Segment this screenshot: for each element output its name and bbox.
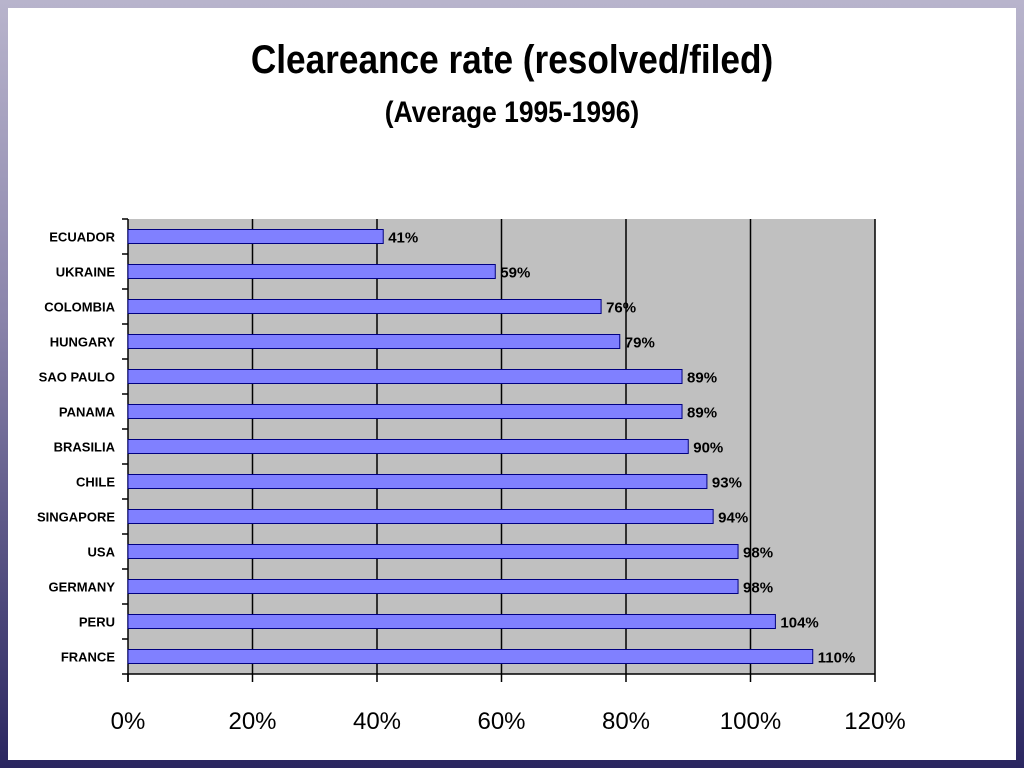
data-label: 41% [388, 230, 418, 247]
data-label: 110% [818, 650, 856, 667]
data-label: 89% [687, 370, 717, 387]
x-tick-label: 100% [720, 708, 781, 735]
category-label: BRASILIA [54, 440, 116, 455]
bar [127, 404, 683, 419]
category-label: USA [88, 545, 116, 560]
bar [127, 544, 739, 559]
category-label: FRANCE [61, 650, 115, 665]
x-tick-label: 120% [844, 708, 905, 735]
chart-title: Cleareance rate (resolved/filed) [250, 38, 774, 82]
data-label: 76% [606, 300, 636, 317]
x-tick-label: 20% [228, 708, 276, 735]
bar [127, 509, 714, 524]
data-label: 104% [780, 615, 818, 632]
bar [127, 649, 814, 664]
category-label: ECUADOR [49, 230, 115, 245]
category-label: COLOMBIA [44, 300, 115, 315]
x-tick-label: 0% [111, 708, 146, 735]
bar [127, 229, 384, 244]
bar [127, 614, 776, 629]
category-label: HUNGARY [50, 335, 116, 350]
category-label: CHILE [76, 475, 115, 490]
category-label: PANAMA [59, 405, 116, 420]
x-tick-label: 40% [353, 708, 401, 735]
bar [127, 579, 739, 594]
bar [127, 474, 708, 489]
category-label: UKRAINE [56, 265, 116, 280]
bar [127, 334, 621, 349]
data-label: 93% [712, 475, 742, 492]
category-label: GERMANY [49, 580, 116, 595]
data-label: 89% [687, 405, 717, 422]
bar [127, 264, 496, 279]
data-label: 98% [743, 545, 773, 562]
category-label: SAO PAULO [39, 370, 115, 385]
chart-subtitle: (Average 1995-1996) [384, 96, 640, 129]
data-label: 98% [743, 580, 773, 597]
bar [127, 439, 689, 454]
bar [127, 369, 683, 384]
data-label: 90% [693, 440, 723, 457]
bar [127, 299, 602, 314]
data-label: 59% [500, 265, 530, 282]
data-label: 94% [718, 510, 748, 527]
x-tick-label: 60% [477, 708, 525, 735]
data-label: 79% [625, 335, 655, 352]
category-label: SINGAPORE [37, 510, 115, 525]
x-tick-label: 80% [602, 708, 650, 735]
category-label: PERU [79, 615, 115, 630]
